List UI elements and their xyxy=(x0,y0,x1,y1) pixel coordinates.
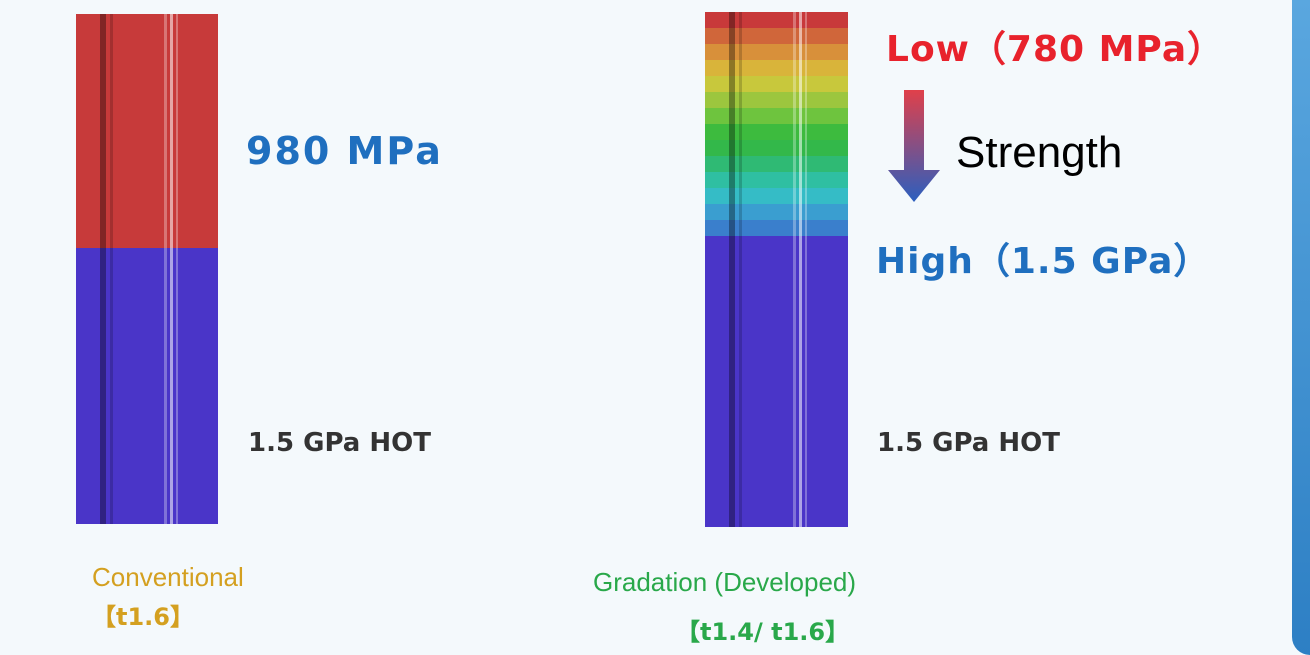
gradation-band xyxy=(705,204,848,220)
bar-stripe xyxy=(739,12,742,527)
gradation-band xyxy=(705,236,848,527)
conventional-upper-segment xyxy=(76,14,218,248)
strength-label: Strength xyxy=(956,128,1123,177)
gradation-band xyxy=(705,108,848,124)
gradation-band xyxy=(705,12,848,28)
gradation-band xyxy=(705,92,848,108)
high-strength-label: High（1.5 GPa） xyxy=(876,241,1211,282)
gradation-lower-label: 1.5 GPa HOT xyxy=(877,428,1061,458)
gradation-band xyxy=(705,156,848,172)
gradation-band xyxy=(705,172,848,188)
bar-stripe xyxy=(110,14,113,524)
bar-stripe xyxy=(170,14,173,524)
conventional-upper-label: 980 MPa xyxy=(246,129,443,173)
low-strength-label: Low（780 MPa） xyxy=(886,29,1225,70)
gradation-bands xyxy=(705,12,848,527)
conventional-caption: Conventional xyxy=(92,562,244,592)
conventional-thickness: 【t1.6】 xyxy=(92,603,194,631)
gradation-band xyxy=(705,44,848,60)
bar-stripe xyxy=(176,14,178,524)
bar-stripe xyxy=(164,14,167,524)
strength-arrow-icon xyxy=(888,90,940,202)
gradation-band xyxy=(705,220,848,236)
gradation-band xyxy=(705,28,848,44)
bar-stripe xyxy=(100,14,106,524)
gradation-band xyxy=(705,60,848,76)
bar-stripe xyxy=(799,12,802,527)
conventional-lower-segment xyxy=(76,248,218,524)
gradation-bar xyxy=(705,12,848,527)
gradation-band xyxy=(705,76,848,92)
gradation-band xyxy=(705,124,848,140)
bar-stripe xyxy=(805,12,807,527)
gradation-band xyxy=(705,140,848,156)
bar-stripe xyxy=(793,12,796,527)
gradation-band xyxy=(705,188,848,204)
conventional-lower-label: 1.5 GPa HOT xyxy=(248,428,432,458)
gradation-caption: Gradation (Developed) xyxy=(593,567,857,597)
conventional-bar xyxy=(76,14,218,524)
edge-accent xyxy=(1292,0,1310,655)
gradation-thickness: 【t1.4/ t1.6】 xyxy=(676,618,850,646)
bar-stripe xyxy=(729,12,735,527)
